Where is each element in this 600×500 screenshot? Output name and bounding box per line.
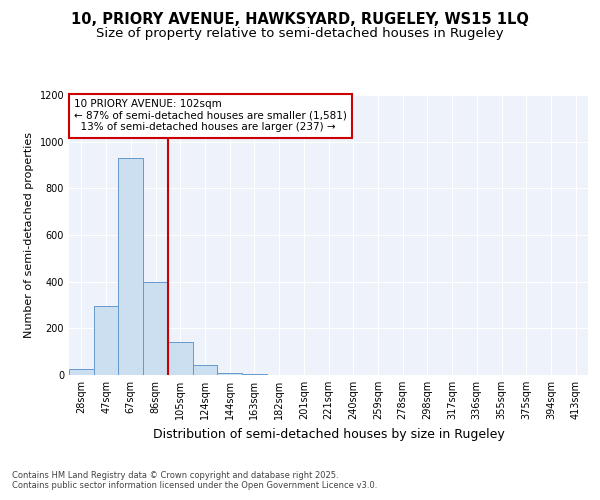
- Y-axis label: Number of semi-detached properties: Number of semi-detached properties: [24, 132, 34, 338]
- Bar: [118, 158, 143, 375]
- Bar: [69, 368, 94, 375]
- Bar: [217, 372, 242, 375]
- X-axis label: Distribution of semi-detached houses by size in Rugeley: Distribution of semi-detached houses by …: [152, 428, 505, 440]
- Bar: [193, 365, 217, 375]
- Text: Contains HM Land Registry data © Crown copyright and database right 2025.
Contai: Contains HM Land Registry data © Crown c…: [12, 470, 377, 490]
- Text: Size of property relative to semi-detached houses in Rugeley: Size of property relative to semi-detach…: [96, 28, 504, 40]
- Text: 10, PRIORY AVENUE, HAWKSYARD, RUGELEY, WS15 1LQ: 10, PRIORY AVENUE, HAWKSYARD, RUGELEY, W…: [71, 12, 529, 28]
- Bar: [94, 306, 118, 375]
- Bar: [168, 342, 193, 375]
- Bar: [242, 374, 267, 375]
- Text: 10 PRIORY AVENUE: 102sqm
← 87% of semi-detached houses are smaller (1,581)
  13%: 10 PRIORY AVENUE: 102sqm ← 87% of semi-d…: [74, 99, 347, 132]
- Bar: [143, 282, 168, 375]
